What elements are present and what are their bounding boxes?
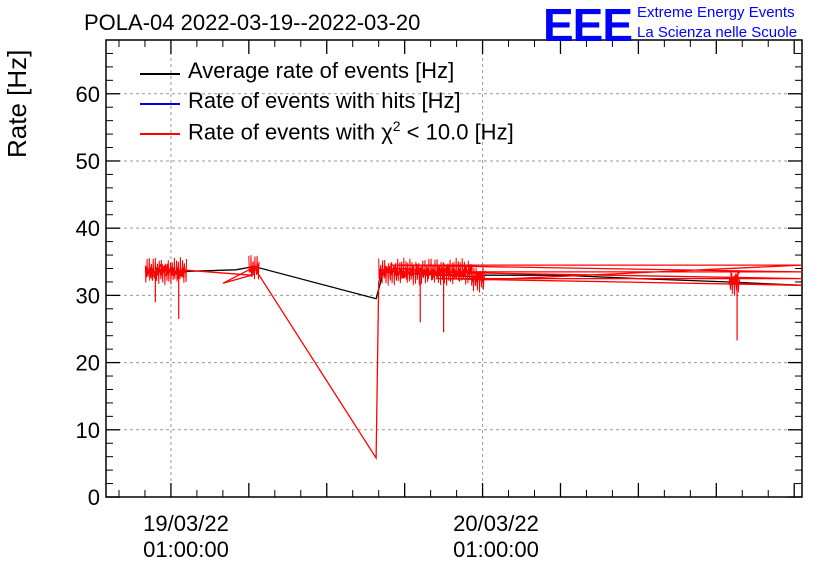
chi2-cluster-4 xyxy=(728,269,741,296)
y-tick-label: 50 xyxy=(76,149,100,174)
chart-title: POLA-04 2022-03-19--2022-03-20 xyxy=(84,10,421,35)
series-line-2 xyxy=(144,263,803,461)
y-tick-label: 30 xyxy=(76,283,100,308)
logo-line-2: La Scienza nelle Scuole xyxy=(637,24,798,41)
legend-label-chi2: Rate of events with χ2 < 10.0 [Hz] xyxy=(188,118,514,145)
y-axis-label: Rate [Hz] xyxy=(2,49,32,158)
legend-label-average: Average rate of events [Hz] xyxy=(188,58,455,83)
legend-label-hits: Rate of events with hits [Hz] xyxy=(188,88,461,113)
y-tick-label: 0 xyxy=(88,485,100,510)
legend-swatch-average xyxy=(140,73,180,75)
x-tick-time-2: 01:00:00 xyxy=(453,537,539,562)
legend-swatch-chi2 xyxy=(140,133,180,135)
x-tick-label-2: 20/03/22 01:00:00 xyxy=(416,511,576,563)
y-tick-label: 40 xyxy=(76,216,100,241)
x-tick-time-1: 01:00:00 xyxy=(143,537,229,562)
chi2-cluster-3 xyxy=(471,267,486,293)
y-tick-label: 10 xyxy=(76,418,100,443)
x-tick-date-2: 20/03/22 xyxy=(453,511,539,536)
eee-logo: EEE xyxy=(543,0,633,51)
x-tick-date-1: 19/03/22 xyxy=(143,511,229,536)
logo-line-1: Extreme Energy Events xyxy=(637,4,795,21)
x-tick-label-1: 19/03/22 01:00:00 xyxy=(106,511,266,563)
y-tick-label: 20 xyxy=(76,351,100,376)
legend-swatch-hits xyxy=(140,103,180,105)
chi2-cluster-2 xyxy=(378,257,473,286)
chi2-cluster-1 xyxy=(248,255,260,280)
y-tick-label: 60 xyxy=(76,82,100,107)
chi2-cluster-0 xyxy=(144,257,187,286)
